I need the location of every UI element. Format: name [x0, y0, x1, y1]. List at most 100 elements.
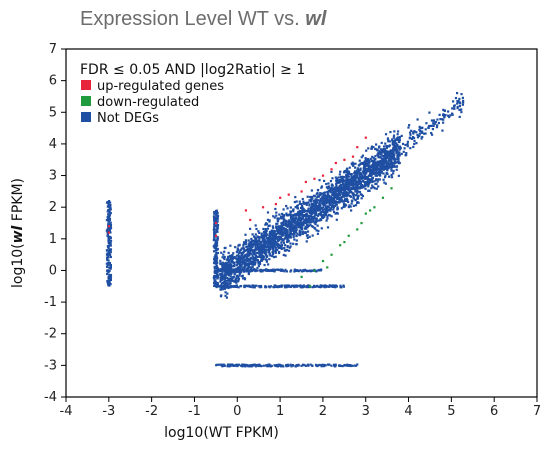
not-deg-point [359, 193, 362, 196]
not-deg-point [109, 275, 112, 278]
not-deg-point [347, 170, 351, 173]
not-deg-point [289, 285, 293, 289]
not-deg-point [390, 176, 394, 179]
not-deg-point [216, 237, 219, 240]
not-deg-point [393, 165, 396, 168]
not-deg-point [268, 237, 271, 240]
not-deg-point [349, 188, 352, 191]
not-deg-point [372, 172, 375, 176]
not-deg-point [328, 197, 332, 200]
not-deg-point [358, 159, 361, 162]
not-deg-point [339, 197, 342, 200]
not-deg-point [274, 251, 277, 254]
not-deg-point [367, 189, 371, 192]
not-deg-point [298, 225, 301, 228]
not-deg-point [271, 254, 274, 258]
not-deg-point [313, 204, 316, 207]
not-deg-point [268, 241, 271, 244]
not-deg-point [288, 224, 291, 227]
not-deg-point [251, 284, 254, 287]
not-deg-point [284, 244, 287, 247]
not-deg-point [309, 214, 313, 217]
not-deg-point [334, 193, 337, 197]
not-deg-point [290, 217, 294, 220]
not-deg-point [342, 200, 346, 203]
not-deg-point [326, 206, 329, 209]
not-deg-point [362, 179, 365, 183]
not-deg-point [269, 364, 272, 367]
not-deg-point [341, 188, 344, 191]
not-deg-point [284, 254, 287, 257]
not-deg-point [302, 202, 305, 205]
not-deg-point [245, 246, 248, 249]
not-deg-point [331, 184, 334, 187]
not-deg-point [278, 213, 281, 216]
not-deg-point [249, 227, 252, 230]
not-deg-point [253, 236, 257, 239]
not-deg-point [349, 205, 352, 208]
not-deg-point [284, 227, 287, 231]
not-deg-point [255, 284, 258, 287]
not-deg-point [320, 207, 323, 210]
not-deg-point [272, 255, 276, 259]
not-deg-point [312, 220, 315, 223]
not-deg-point [278, 232, 282, 235]
not-deg-point [356, 194, 360, 198]
not-deg-point [315, 193, 318, 196]
not-deg-point [358, 190, 362, 194]
not-deg-point [369, 170, 373, 174]
not-deg-point [281, 227, 284, 230]
not-deg-point [212, 261, 216, 264]
not-deg-point [109, 264, 112, 267]
not-deg-point [256, 244, 260, 247]
not-deg-point [219, 269, 222, 272]
not-deg-point [337, 191, 341, 194]
not-deg-point [286, 238, 289, 242]
not-deg-point [109, 221, 112, 224]
not-deg-point [386, 172, 389, 176]
not-deg-point [238, 260, 241, 263]
not-deg-point [261, 251, 264, 254]
not-deg-point [274, 234, 277, 237]
not-deg-point [362, 170, 365, 173]
legend: FDR ≤ 0.05 AND |log2Ratio| ≥ 1up-regulat… [80, 62, 305, 126]
not-deg-point [269, 285, 273, 288]
not-deg-point [262, 250, 265, 253]
not-deg-point [266, 211, 270, 214]
not-deg-point [317, 268, 320, 272]
not-deg-point [292, 213, 295, 217]
not-deg-point [419, 126, 422, 130]
not-deg-point [226, 258, 229, 262]
not-deg-point [277, 229, 280, 232]
not-deg-point [347, 200, 350, 204]
not-deg-point [241, 363, 244, 366]
not-deg-point [109, 208, 112, 211]
not-deg-point [265, 253, 268, 257]
not-deg-point [357, 178, 360, 181]
not-deg-point [367, 163, 370, 166]
not-deg-point [393, 141, 396, 144]
not-deg-point [375, 143, 378, 146]
not-deg-point [215, 212, 218, 215]
not-deg-point [108, 269, 111, 272]
not-deg-point [348, 185, 351, 188]
not-deg-point [370, 145, 374, 148]
not-deg-point [338, 364, 341, 367]
not-deg-point [257, 364, 260, 368]
not-deg-point [216, 281, 219, 285]
not-deg-point [299, 221, 303, 224]
not-deg-point [430, 119, 434, 122]
not-deg-point [350, 202, 353, 205]
not-deg-point [364, 169, 367, 172]
not-deg-point [212, 250, 216, 253]
not-deg-point [247, 244, 250, 248]
not-deg-point [378, 160, 381, 163]
not-deg-point [228, 272, 231, 275]
not-deg-point [314, 207, 317, 210]
up-regulated-point [274, 203, 278, 206]
not-deg-point [366, 177, 369, 180]
not-deg-point [238, 243, 241, 246]
not-deg-point [269, 239, 272, 242]
not-deg-point [292, 214, 295, 218]
not-deg-point [261, 236, 264, 239]
